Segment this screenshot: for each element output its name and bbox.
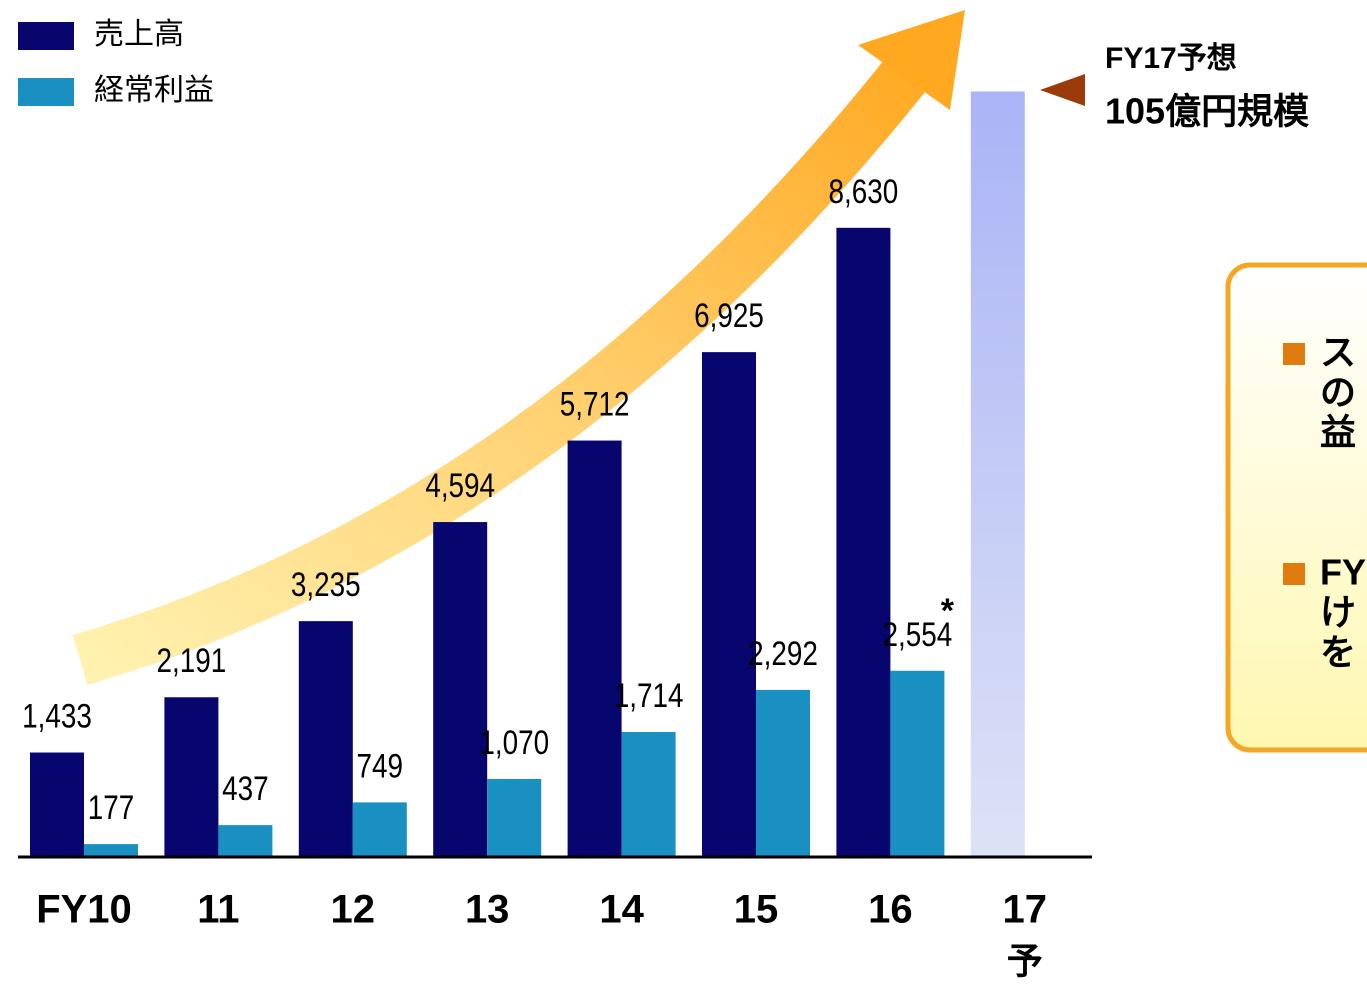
x-tick-label: 15: [734, 888, 779, 932]
note-text: を: [1320, 632, 1356, 673]
bar: [164, 697, 219, 857]
value-label: 4,594: [425, 466, 495, 504]
bar: [433, 522, 488, 857]
value-label: 1,714: [614, 676, 684, 714]
x-tick-label: 11: [197, 888, 239, 932]
bar: [298, 621, 353, 857]
forecast-title: FY17予想: [1105, 42, 1237, 75]
legend-swatch: [18, 22, 74, 50]
value-label: 3,235: [291, 566, 361, 604]
x-tick-label: 12: [331, 888, 376, 932]
bar: [487, 778, 542, 857]
bar: [702, 352, 756, 857]
note-text: け: [1320, 592, 1356, 633]
note-text: ス: [1320, 332, 1356, 373]
value-label: 437: [222, 770, 269, 808]
x-tick-label: 16: [868, 888, 913, 932]
legend-label: 経常利益: [94, 74, 214, 107]
value-label: 6,925: [694, 296, 764, 334]
growth-arrow-body: [72, 34, 946, 685]
note-box: [1225, 262, 1367, 753]
bullet: [1283, 563, 1305, 585]
asterisk: *: [941, 592, 955, 630]
pointer: [1040, 74, 1085, 106]
legend-swatch: [18, 78, 74, 106]
bar: [970, 91, 1025, 857]
forecast-value: 105億円規模: [1105, 91, 1309, 132]
growth-arrow-head: [858, 10, 965, 110]
bar: [756, 689, 810, 857]
x-tick-label: 14: [599, 888, 644, 932]
bar: [218, 825, 273, 857]
value-label: 2,292: [748, 634, 818, 672]
bar: [84, 844, 138, 857]
value-label: 2,554: [883, 615, 953, 653]
bullet: [1283, 343, 1305, 365]
legend-label: 売上高: [94, 18, 184, 51]
bar: [621, 732, 676, 857]
value-label: 8,630: [829, 172, 899, 210]
note-text: FY: [1320, 552, 1366, 593]
x-tick-label: 17: [1003, 888, 1048, 932]
value-label: 2,191: [157, 642, 227, 680]
x-tick-label: FY10: [36, 888, 132, 932]
value-label: 177: [88, 788, 135, 826]
value-label: 749: [357, 747, 404, 785]
value-label: 1,433: [22, 697, 92, 735]
value-label: 5,712: [560, 385, 630, 423]
note-text: 益: [1320, 412, 1356, 453]
bar: [890, 670, 945, 857]
x-tick-label: 13: [465, 888, 510, 932]
bar: [567, 440, 622, 857]
bar: [836, 227, 891, 858]
forecast-mark: 予: [1007, 941, 1043, 982]
bar: [352, 802, 407, 857]
value-label: 1,070: [479, 723, 549, 761]
bar: [30, 752, 84, 857]
note-text: の: [1320, 372, 1356, 413]
